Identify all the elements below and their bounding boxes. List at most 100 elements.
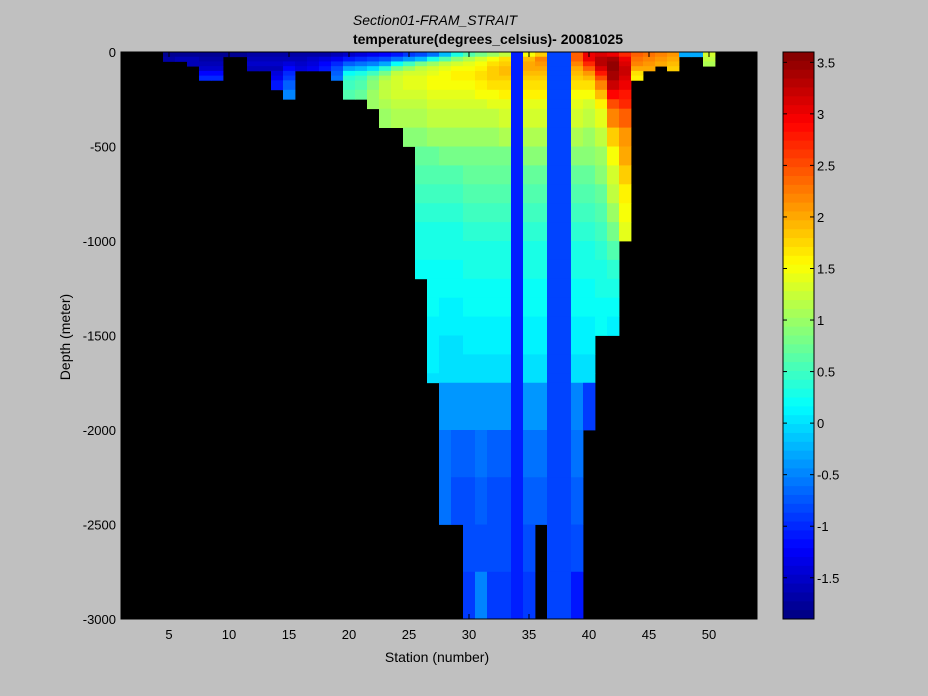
heatmap-cell <box>475 524 488 573</box>
heatmap-cell <box>451 99 464 110</box>
heatmap-cell <box>427 297 440 317</box>
heatmap-cell <box>559 127 572 147</box>
colorbar-segment <box>783 291 814 301</box>
heatmap-cell <box>451 70 464 77</box>
heatmap-cell <box>379 52 392 58</box>
heatmap-cell <box>487 524 500 573</box>
heatmap-cell <box>475 316 488 336</box>
heatmap-cell <box>499 70 512 77</box>
heatmap-cell <box>271 75 284 81</box>
heatmap-cell <box>355 80 368 91</box>
heatmap-cell <box>619 99 632 110</box>
heatmap-cell <box>583 99 596 110</box>
heatmap-cell <box>571 335 584 355</box>
heatmap-cell <box>247 66 260 72</box>
heatmap-cell <box>523 222 536 242</box>
heatmap-cell <box>439 70 452 77</box>
heatmap-cell <box>499 75 512 81</box>
heatmap-cell <box>511 354 524 374</box>
heatmap-cell <box>499 80 512 91</box>
colorbar-segment <box>783 300 814 310</box>
heatmap-cell <box>523 524 536 573</box>
heatmap-cell <box>451 278 464 299</box>
heatmap-cell <box>403 127 416 147</box>
heatmap-cell <box>571 89 584 100</box>
heatmap-cell <box>307 52 320 58</box>
heatmap-cell <box>487 80 500 91</box>
heatmap-cell <box>619 108 632 128</box>
heatmap-cell <box>607 316 620 336</box>
heatmap-cell <box>295 52 308 58</box>
heatmap-cell <box>451 56 464 62</box>
heatmap-cell <box>487 241 500 261</box>
heatmap-cell <box>211 56 224 62</box>
heatmap-cell <box>511 259 524 280</box>
heatmap-cell <box>367 66 380 72</box>
heatmap-cell <box>379 108 392 128</box>
heatmap-cell <box>487 316 500 336</box>
heatmap-cell <box>547 373 560 384</box>
heatmap-cell <box>427 80 440 91</box>
heatmap-cell <box>655 52 668 58</box>
y-tick-label: -3000 <box>83 612 116 627</box>
x-tick-label: 20 <box>342 627 356 642</box>
heatmap-cell <box>175 56 188 62</box>
heatmap-cell <box>475 75 488 81</box>
heatmap-cell <box>379 99 392 110</box>
heatmap-cell <box>571 477 584 525</box>
heatmap-cell <box>487 259 500 280</box>
heatmap-cell <box>619 127 632 147</box>
heatmap-cell <box>271 56 284 62</box>
heatmap-cell <box>271 61 284 67</box>
heatmap-cell <box>463 430 476 478</box>
heatmap-cell <box>583 335 596 355</box>
heatmap-cell <box>487 165 500 185</box>
heatmap-cell <box>607 241 620 261</box>
heatmap-cell <box>559 259 572 280</box>
heatmap-cell <box>487 278 500 299</box>
heatmap-cell <box>511 477 524 525</box>
heatmap-cell <box>559 61 572 67</box>
heatmap-cell <box>607 184 620 204</box>
heatmap-cell <box>439 241 452 261</box>
heatmap-cell <box>523 184 536 204</box>
heatmap-cell <box>655 61 668 67</box>
heatmap-cell <box>511 75 524 81</box>
heatmap-cell <box>487 146 500 166</box>
heatmap-cell <box>307 66 320 72</box>
heatmap-cell <box>535 108 548 128</box>
heatmap-cell <box>523 56 536 62</box>
colorbar-segment <box>783 273 814 283</box>
heatmap-cell <box>571 56 584 62</box>
heatmap-cell <box>511 80 524 91</box>
heatmap-cell <box>547 335 560 355</box>
colorbar-segment <box>783 282 814 292</box>
heatmap-cell <box>583 382 596 431</box>
x-tick-label: 10 <box>222 627 236 642</box>
heatmap-cell <box>607 89 620 100</box>
heatmap-cell <box>595 222 608 242</box>
heatmap-cell <box>367 75 380 81</box>
colorbar-segment <box>783 424 814 434</box>
heatmap-cell <box>499 89 512 100</box>
colorbar-segment <box>783 379 814 390</box>
heatmap-cell <box>547 297 560 317</box>
heatmap-cell <box>427 127 440 147</box>
colorbar-frame <box>782 51 815 620</box>
colorbar-segment <box>783 370 814 381</box>
heatmap-cell <box>571 278 584 299</box>
heatmap-cell <box>403 80 416 91</box>
colorbar-segment <box>783 149 814 159</box>
heatmap-cell <box>451 165 464 185</box>
heatmap-cell <box>607 297 620 317</box>
heatmap-cell <box>391 75 404 81</box>
colorbar-tick-label: 3 <box>817 107 824 122</box>
heatmap-cell <box>367 80 380 91</box>
heatmap-cell <box>367 89 380 100</box>
heatmap-cell <box>523 382 536 431</box>
colorbar-segment <box>783 255 814 266</box>
heatmap-cell <box>439 61 452 67</box>
heatmap-cell <box>583 89 596 100</box>
heatmap-cell <box>547 75 560 81</box>
heatmap-cell <box>427 241 440 261</box>
